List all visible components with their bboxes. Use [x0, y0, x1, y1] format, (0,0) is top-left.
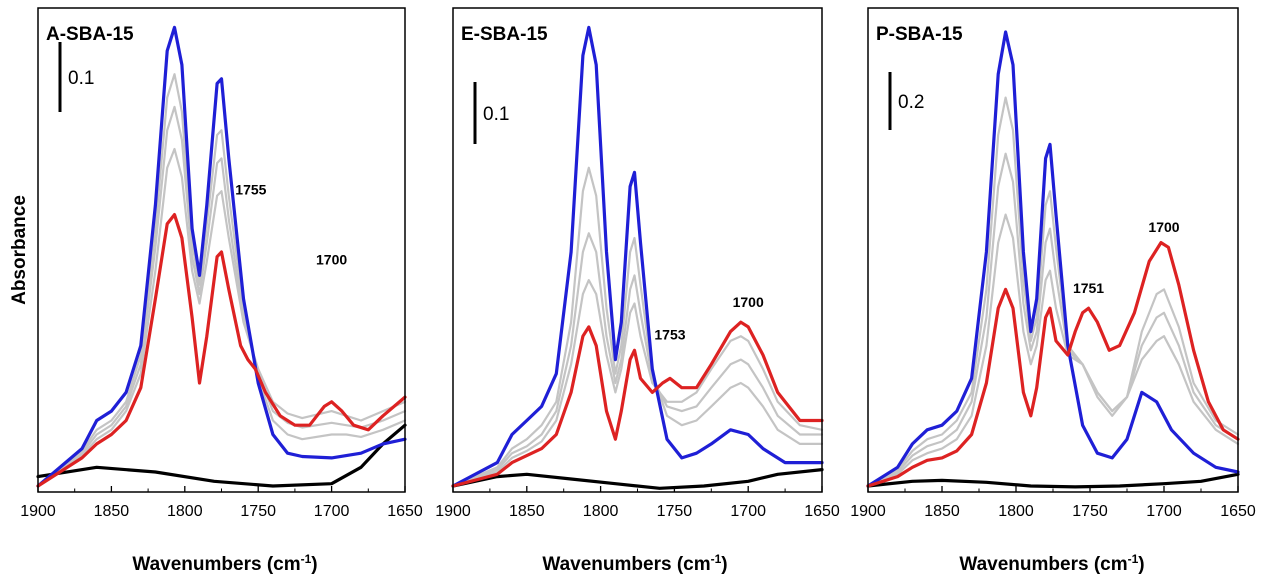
y-axis-label: Absorbance [9, 195, 30, 305]
series-intermediate-line-3 [866, 96, 1240, 488]
x-tick-label: 1700 [314, 503, 350, 520]
series-baseline-line-1 [36, 423, 407, 488]
x-tick-label: 1850 [509, 503, 545, 520]
x-tick-label: 1650 [387, 503, 423, 520]
x-tick-label: 1750 [240, 503, 276, 520]
series-final-line-6 [36, 213, 407, 488]
x-tick-label: 1650 [1220, 503, 1256, 520]
panel-title: A-SBA-15 [46, 24, 134, 45]
series-initial-line-2 [451, 25, 824, 488]
chart-panel-2: 1900 1850 1800 1750 1700 1650 E-SBA-15 0.1 1753 1… [435, 7, 840, 520]
scale-bar-label: 0.2 [898, 92, 924, 113]
x-tick-label: 1700 [1146, 503, 1182, 520]
x-tick-label: 1650 [804, 503, 840, 520]
x-axis-label-3: Wavenumbers (cm-1) [959, 552, 1144, 575]
series-intermediate-line-3 [36, 73, 407, 488]
x-tick-label: 1900 [850, 503, 886, 520]
peak-annotation: 1700 [316, 252, 347, 268]
series-final-line-6 [866, 241, 1240, 488]
panel-title: E-SBA-15 [461, 24, 548, 45]
panel-title: P-SBA-15 [876, 24, 963, 45]
panels: 1900 1850 1800 1750 1700 1650 A-SBA-15 0.1 1755 1… [20, 7, 1256, 520]
series-initial-line-2 [36, 25, 407, 488]
series-baseline-line-1 [866, 472, 1240, 489]
x-tick-label: 1800 [583, 503, 619, 520]
series-intermediate-line-4 [866, 152, 1240, 488]
series-initial-line-2 [866, 30, 1240, 488]
x-tick-label: 1850 [924, 503, 960, 520]
peak-annotation: 1753 [654, 327, 685, 343]
svg-text:Wavenumbers (cm-1): Wavenumbers (cm-1) [132, 552, 317, 575]
peak-annotation: 1700 [1148, 219, 1179, 235]
series-baseline-line-1 [451, 468, 824, 490]
series-intermediate-line-5 [36, 147, 407, 488]
series-final-line-6 [451, 320, 824, 488]
x-tick-label: 1700 [730, 503, 766, 520]
x-tick-label: 1850 [94, 503, 130, 520]
x-tick-label: 1800 [167, 503, 203, 520]
series-intermediate-line-4 [36, 105, 407, 488]
chart-panel-1: 1900 1850 1800 1750 1700 1650 A-SBA-15 0.1 1755 1… [20, 7, 423, 520]
x-axis-label-1: Wavenumbers (cm-1) [132, 552, 317, 575]
x-tick-label: 1750 [657, 503, 693, 520]
series-intermediate-line-3 [451, 166, 824, 488]
svg-text:Wavenumbers (cm-1): Wavenumbers (cm-1) [542, 552, 727, 575]
svg-text:Wavenumbers (cm-1): Wavenumbers (cm-1) [959, 552, 1144, 575]
x-tick-label: 1900 [435, 503, 471, 520]
plot-frame [452, 7, 823, 493]
x-tick-label: 1900 [20, 503, 56, 520]
peak-annotation: 1755 [235, 182, 266, 198]
x-tick-label: 1800 [998, 503, 1034, 520]
series-intermediate-line-5 [451, 279, 824, 488]
peak-annotation: 1700 [733, 294, 764, 310]
chart-panel-3: 1900 1850 1800 1750 1700 1650 P-SBA-15 0.2 1751 1… [850, 7, 1256, 520]
series-intermediate-line-5 [866, 213, 1240, 488]
x-axis-label-2: Wavenumbers (cm-1) [542, 552, 727, 575]
scale-bar-label: 0.1 [68, 68, 94, 89]
scale-bar-label: 0.1 [483, 104, 509, 125]
peak-annotation: 1751 [1073, 280, 1104, 296]
x-tick-label: 1750 [1072, 503, 1108, 520]
series-intermediate-line-4 [451, 232, 824, 488]
